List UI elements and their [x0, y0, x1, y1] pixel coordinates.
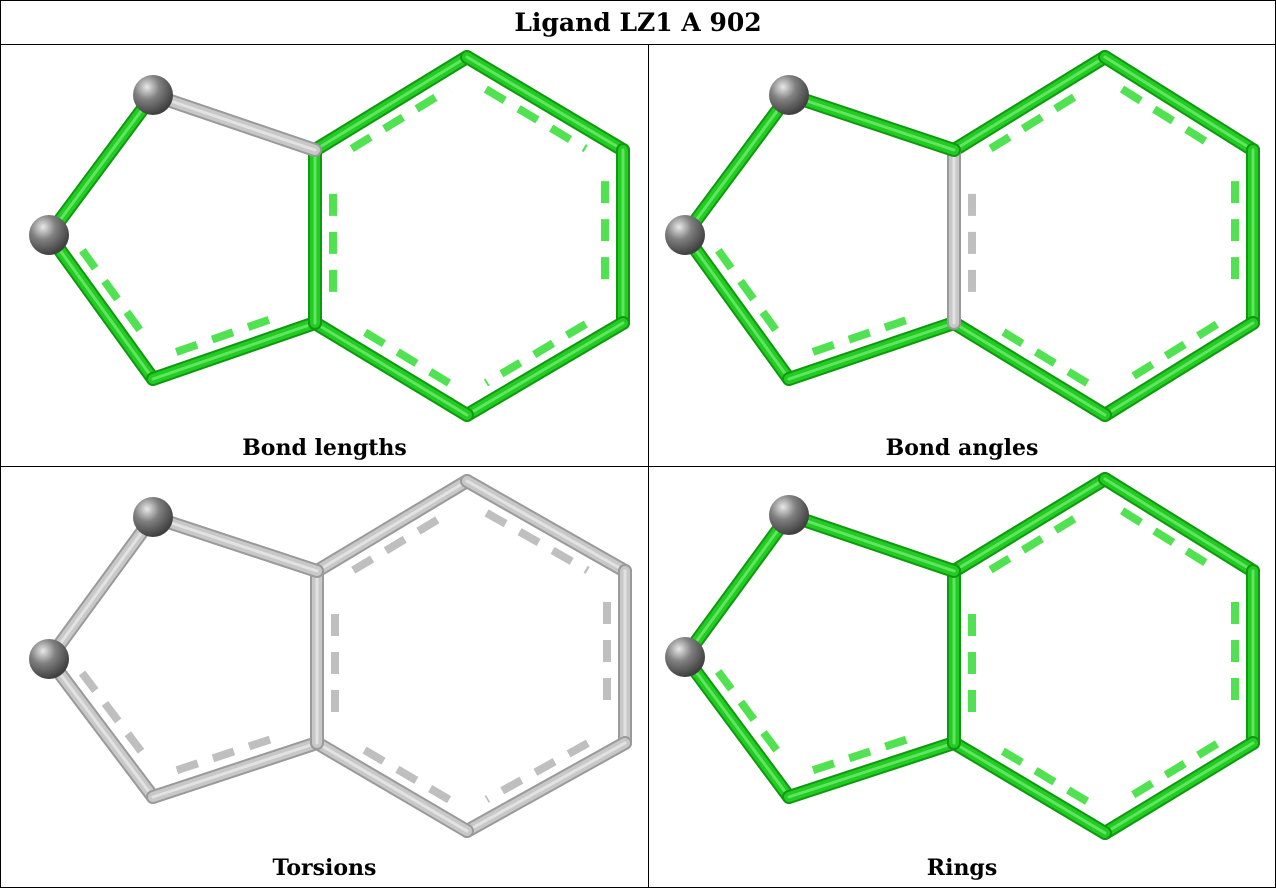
bond-d-e [947, 143, 976, 330]
bond-e-f [310, 474, 474, 578]
grid-line-middle [0, 466, 1276, 467]
caption-bond-angles: Bond angles [885, 435, 1039, 461]
bond-f-g [1098, 472, 1260, 578]
caption-rings: Rings [926, 855, 998, 881]
bond-g-h [603, 564, 632, 750]
bond-a-b [42, 510, 160, 666]
bond-b-c [42, 652, 160, 804]
atom-b [665, 637, 705, 677]
atom-a [769, 495, 809, 535]
bond-d-e [310, 564, 339, 750]
bond-e-a [782, 508, 961, 578]
atom-a [133, 75, 173, 115]
atom-a [769, 75, 809, 115]
atom-b [665, 215, 705, 255]
bond-i-d [310, 736, 474, 838]
bond-d-e [947, 564, 976, 750]
bond-g-h [601, 143, 630, 330]
bond-h-i [460, 316, 630, 422]
grid-line-left [0, 0, 1, 888]
molecule-diagram-bond-angles [665, 50, 1260, 422]
grid-line-top [0, 0, 1276, 1]
molecule-diagram-rings [665, 472, 1260, 840]
caption-bond-lengths: Bond lengths [242, 435, 407, 461]
bond-e-a [782, 88, 961, 157]
bond-h-i [1098, 736, 1260, 840]
panel-rings: Rings [649, 467, 1275, 887]
atom-a [133, 497, 173, 537]
bond-e-a [146, 88, 322, 157]
bond-e-a [146, 510, 324, 578]
grid-line-center [648, 44, 649, 888]
molecule-diagram-bond-lengths [29, 50, 630, 422]
molecule-diagram-torsions [29, 474, 632, 838]
bond-f-g [1098, 50, 1260, 157]
caption-torsions: Torsions [272, 855, 377, 881]
bond-g-h [1231, 143, 1260, 330]
bond-c-d [782, 731, 961, 804]
bond-e-f [947, 50, 1112, 157]
panel-bond-lengths: Bond lengths [1, 45, 648, 465]
bond-a-b [678, 88, 796, 242]
bond-g-h [1231, 564, 1260, 750]
bond-b-c [42, 228, 160, 386]
bond-b-c [678, 650, 796, 804]
table-title: Ligand LZ1 A 902 [514, 7, 762, 37]
bond-e-f [947, 472, 1112, 578]
panel-torsions: Torsions [1, 467, 648, 887]
bond-e-f [308, 50, 474, 157]
bond-i-d [308, 316, 474, 422]
bond-h-i [1098, 316, 1260, 422]
atom-b [29, 639, 69, 679]
bond-h-i [460, 736, 632, 838]
bond-a-b [42, 88, 160, 242]
atom-b [29, 215, 69, 255]
bond-i-d [947, 316, 1112, 422]
bond-i-d [947, 736, 1112, 840]
bond-c-d [146, 312, 322, 386]
bond-b-c [678, 228, 796, 386]
bond-f-g [460, 474, 632, 578]
bond-c-d [146, 731, 324, 804]
bond-f-g [460, 50, 630, 157]
panel-bond-angles: Bond angles [649, 45, 1275, 465]
bond-d-e [308, 143, 337, 330]
grid-line-title [0, 44, 1276, 45]
bond-c-d [782, 312, 961, 386]
bond-a-b [678, 508, 796, 664]
